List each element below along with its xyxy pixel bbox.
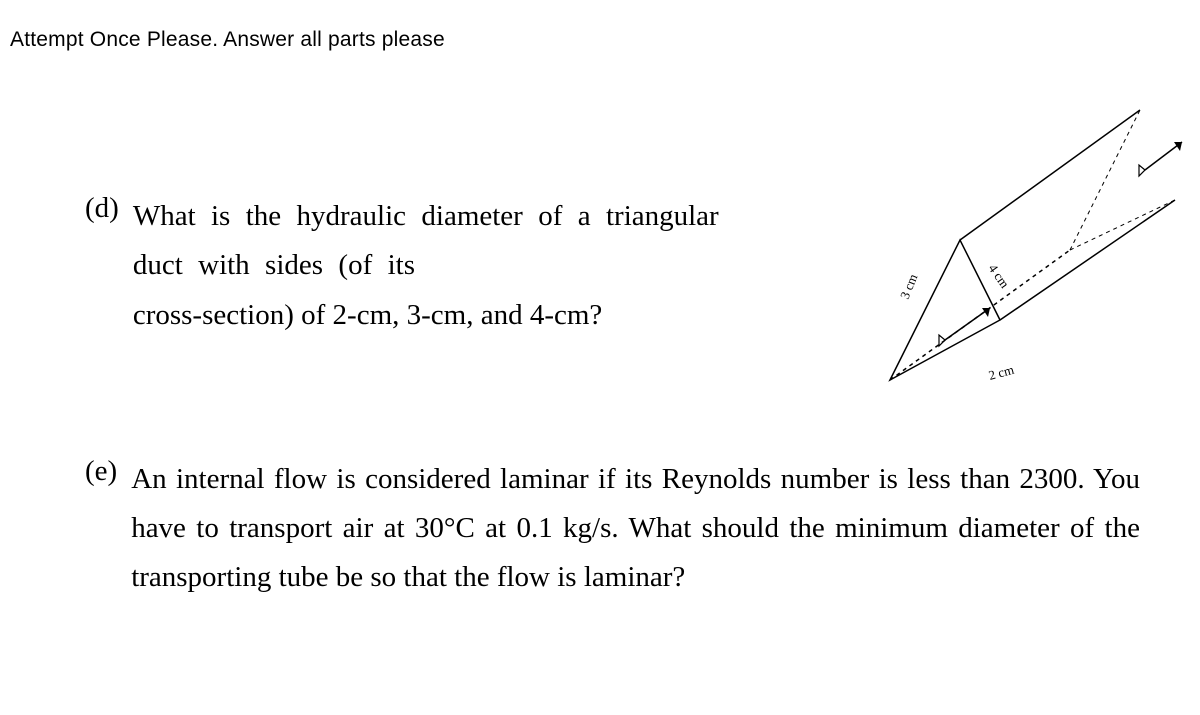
diagram-label-4cm: 4 cm bbox=[986, 261, 1013, 291]
triangular-duct-diagram: 2 cm 3 cm 4 cm bbox=[860, 100, 1190, 400]
question-e-block: (e) An internal flow is considered lamin… bbox=[85, 455, 1140, 603]
question-e-label: (e) bbox=[85, 455, 117, 488]
diagram-label-3cm: 3 cm bbox=[897, 272, 921, 301]
question-e-text: An internal flow is considered laminar i… bbox=[131, 455, 1140, 603]
question-d-label: (d) bbox=[85, 192, 119, 225]
diagram-label-2cm: 2 cm bbox=[987, 362, 1016, 383]
question-d-text: What is the hydraulic diameter of a tria… bbox=[133, 192, 773, 340]
question-d-line1: What is the hydraulic diameter of a tria… bbox=[133, 200, 719, 281]
instruction-text: Attempt Once Please. Answer all parts pl… bbox=[10, 28, 1190, 52]
question-d-line2: cross-section) of 2-cm, 3-cm, and 4-cm? bbox=[133, 291, 773, 340]
